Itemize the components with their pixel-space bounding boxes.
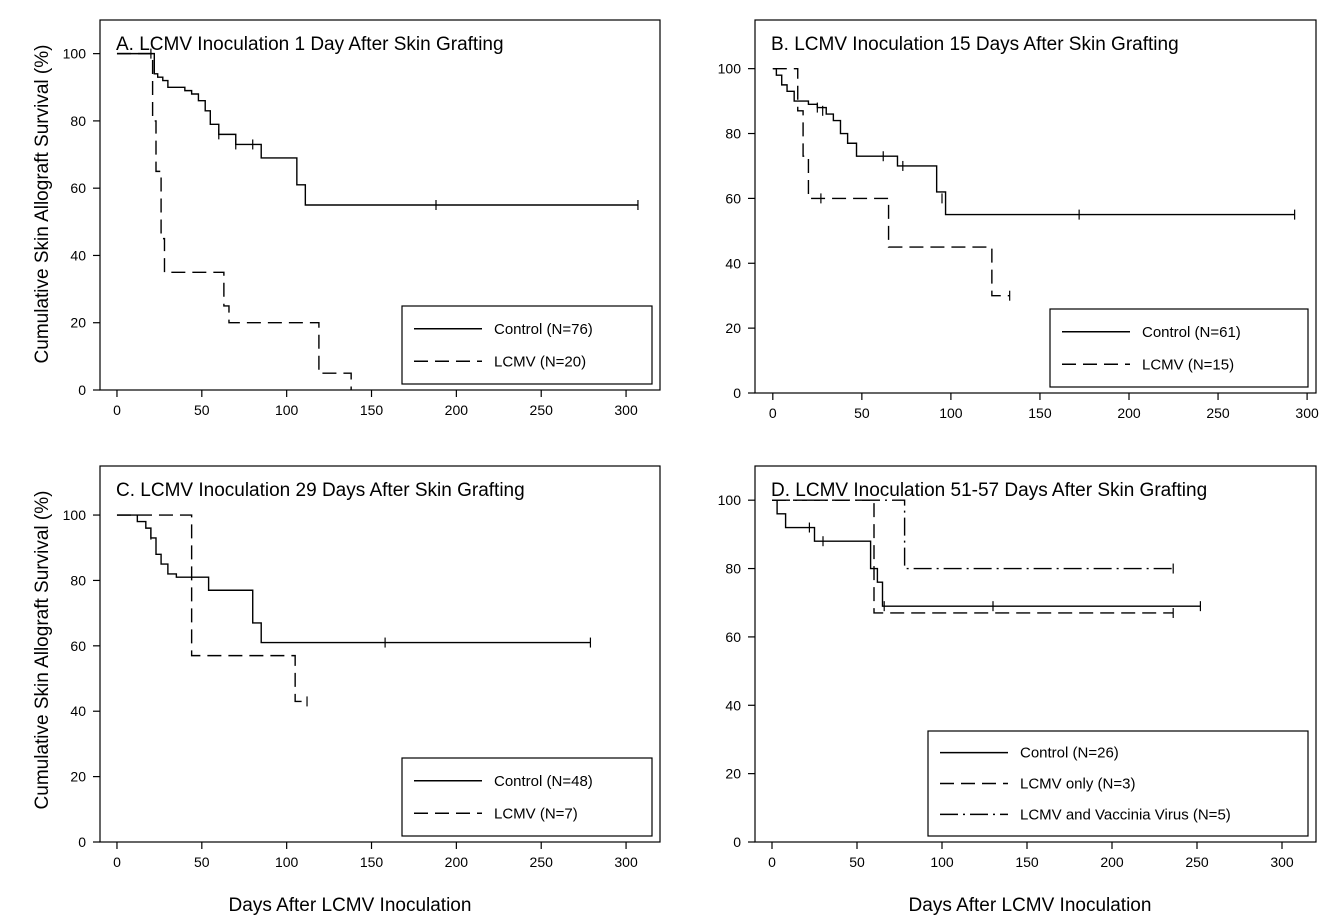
- y-tick-label: 40: [70, 247, 86, 263]
- panel-title: A. LCMV Inoculation 1 Day After Skin Gra…: [116, 34, 504, 55]
- y-tick-label: 100: [63, 507, 87, 523]
- y-tick-label: 40: [725, 697, 741, 713]
- y-tick-label: 20: [70, 769, 86, 785]
- x-tick-label: 250: [1185, 854, 1209, 870]
- x-tick-label: 50: [194, 402, 210, 418]
- x-tick-label: 250: [530, 854, 554, 870]
- y-tick-label: 0: [733, 385, 741, 401]
- y-tick-label: 60: [70, 180, 86, 196]
- series-solid-curve: [772, 499, 1201, 607]
- x-tick-label: 150: [360, 854, 384, 870]
- y-tick-label: 20: [725, 766, 741, 782]
- y-tick-label: 60: [70, 638, 86, 654]
- legend-entry: Control (N=48): [494, 773, 593, 790]
- y-tick-label: 20: [70, 315, 86, 331]
- y-tick-label: 100: [63, 46, 87, 62]
- y-tick-label: 0: [78, 834, 86, 850]
- x-tick-label: 0: [769, 405, 777, 421]
- x-tick-label: 0: [768, 854, 776, 870]
- plot-frame: [99, 465, 661, 843]
- x-tick-label: 200: [445, 854, 469, 870]
- legend-entry: LCMV and Vaccinia Virus (N=5): [1020, 806, 1231, 823]
- legend: [401, 757, 653, 837]
- y-tick-label: 0: [78, 382, 86, 398]
- x-tick-label: 100: [930, 854, 954, 870]
- x-tick-label: 100: [275, 402, 299, 418]
- panel-title: B. LCMV Inoculation 15 Days After Skin G…: [771, 34, 1179, 55]
- x-tick-label: 150: [1028, 405, 1052, 421]
- x-axis-label-right: Days After LCMV Inoculation: [909, 895, 1152, 916]
- y-tick-label: 40: [725, 255, 741, 271]
- series-solid-curve: [772, 67, 1295, 216]
- x-tick-label: 200: [1117, 405, 1141, 421]
- x-tick-label: 150: [1015, 854, 1039, 870]
- x-tick-label: 200: [1100, 854, 1124, 870]
- y-tick-label: 100: [718, 492, 742, 508]
- legend-entry: Control (N=26): [1020, 745, 1119, 762]
- series-dashed-curve: [116, 52, 352, 390]
- series-solid-curve: [116, 52, 638, 206]
- y-tick-label: 80: [70, 572, 86, 588]
- plot-frame: [754, 19, 1317, 394]
- series-dashed-curve: [772, 499, 1174, 614]
- panel-c: C. LCMV Inoculation 29 Days After Skin G…: [63, 465, 661, 870]
- plot-frame: [99, 19, 661, 391]
- y-tick-label: 40: [70, 703, 86, 719]
- x-axis-label-left: Days After LCMV Inoculation: [229, 895, 472, 916]
- plot-frame: [754, 465, 1317, 843]
- legend: [401, 305, 653, 385]
- x-tick-label: 200: [445, 402, 469, 418]
- x-tick-label: 50: [854, 405, 870, 421]
- x-tick-label: 300: [614, 402, 638, 418]
- x-tick-label: 0: [113, 402, 121, 418]
- legend-entry: Control (N=61): [1142, 324, 1241, 341]
- y-axis-label-top: Cumulative Skin Allograft Survival (%): [32, 45, 53, 364]
- x-tick-label: 100: [275, 854, 299, 870]
- legend-entry: LCMV (N=20): [494, 353, 586, 370]
- y-tick-label: 80: [70, 113, 86, 129]
- x-tick-label: 50: [194, 854, 210, 870]
- x-tick-label: 300: [614, 854, 638, 870]
- panel-b: B. LCMV Inoculation 15 Days After Skin G…: [718, 19, 1319, 421]
- y-tick-label: 20: [725, 320, 741, 336]
- x-tick-label: 50: [849, 854, 865, 870]
- legend-entry: Control (N=76): [494, 321, 593, 338]
- y-tick-label: 60: [725, 190, 741, 206]
- y-tick-label: 100: [718, 61, 742, 77]
- x-tick-label: 100: [939, 405, 963, 421]
- legend: [1049, 308, 1309, 388]
- y-tick-label: 80: [725, 126, 741, 142]
- y-axis-label-bottom: Cumulative Skin Allograft Survival (%): [32, 491, 53, 810]
- legend-entry: LCMV (N=7): [494, 805, 578, 822]
- y-tick-label: 0: [733, 834, 741, 850]
- legend-entry: LCMV only (N=3): [1020, 776, 1135, 793]
- x-tick-label: 0: [113, 854, 121, 870]
- panel-d: D. LCMV Inoculation 51-57 Days After Ski…: [718, 465, 1317, 870]
- x-tick-label: 150: [360, 402, 384, 418]
- panel-title: D. LCMV Inoculation 51-57 Days After Ski…: [771, 480, 1207, 501]
- legend-entry: LCMV (N=15): [1142, 356, 1234, 373]
- panel-a: A. LCMV Inoculation 1 Day After Skin Gra…: [63, 19, 661, 418]
- x-tick-label: 250: [530, 402, 554, 418]
- x-tick-label: 300: [1270, 854, 1294, 870]
- x-tick-label: 250: [1206, 405, 1230, 421]
- panel-title: C. LCMV Inoculation 29 Days After Skin G…: [116, 480, 525, 501]
- series-solid-curve: [116, 514, 591, 644]
- x-tick-label: 300: [1295, 405, 1319, 421]
- series-dashdot-curve: [772, 499, 1174, 570]
- y-tick-label: 80: [725, 561, 741, 577]
- series-dashed-curve: [116, 514, 308, 703]
- y-tick-label: 60: [725, 629, 741, 645]
